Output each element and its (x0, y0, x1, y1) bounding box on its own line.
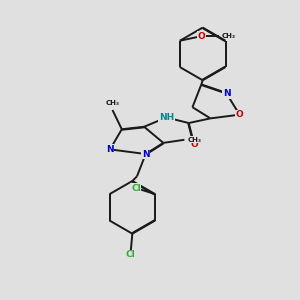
Text: N: N (106, 145, 114, 154)
Text: O: O (198, 32, 206, 40)
Text: O: O (190, 140, 198, 149)
Text: CH₃: CH₃ (222, 33, 236, 39)
Text: NH: NH (159, 113, 174, 122)
Text: Cl: Cl (131, 184, 141, 193)
Text: CH₃: CH₃ (106, 100, 119, 106)
Text: O: O (236, 110, 243, 119)
Text: CH₃: CH₃ (188, 137, 202, 143)
Text: Cl: Cl (126, 250, 136, 259)
Text: N: N (142, 149, 149, 158)
Text: N: N (223, 89, 230, 98)
